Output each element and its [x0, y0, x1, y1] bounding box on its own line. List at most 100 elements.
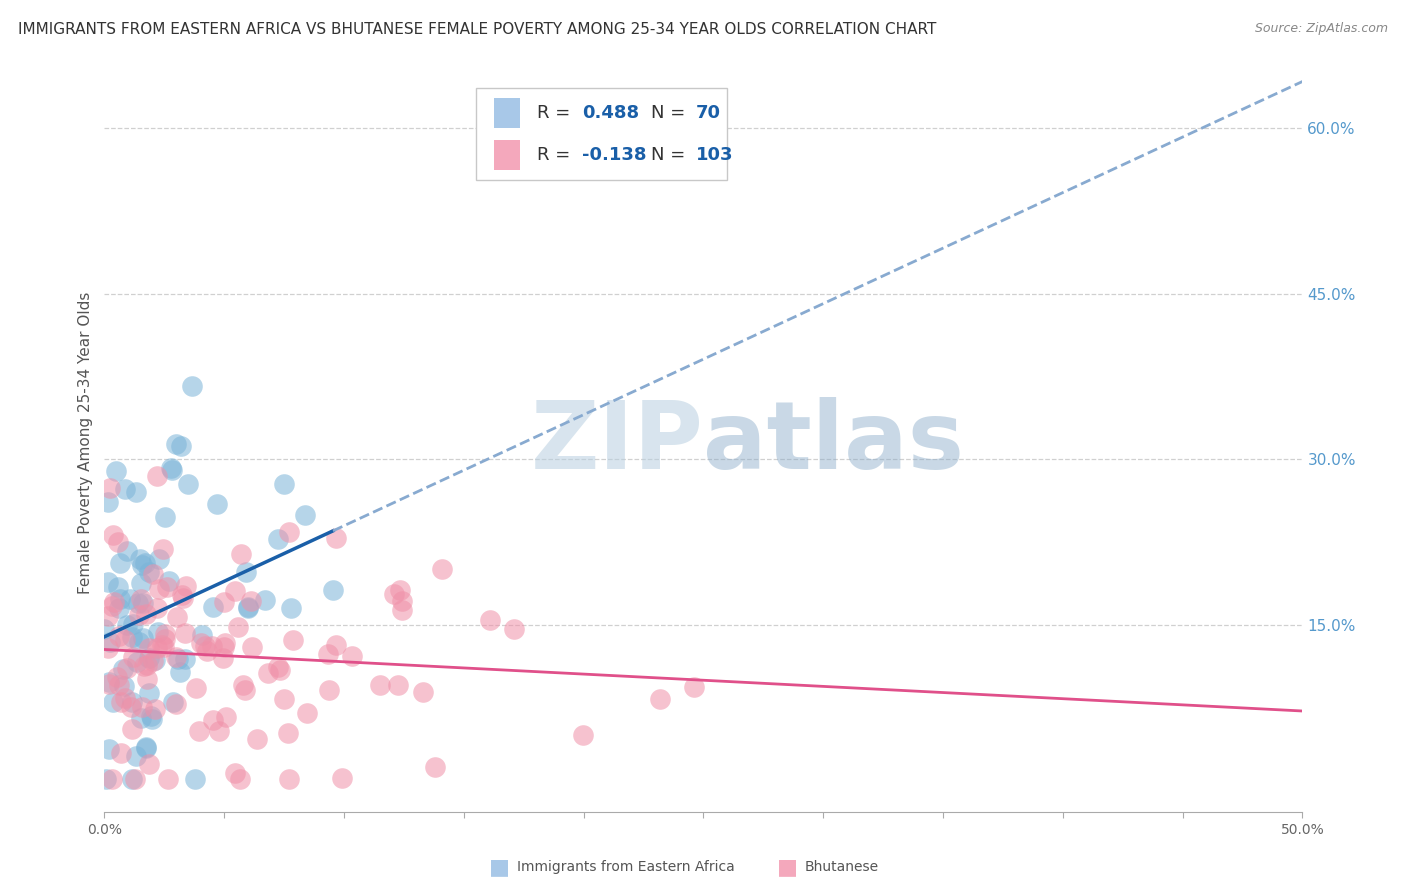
Point	[138, 640, 160, 655]
Point	[125, 485, 148, 500]
Point	[281, 633, 304, 648]
Point	[278, 524, 301, 539]
Point	[138, 566, 160, 580]
Point	[224, 766, 246, 780]
Point	[139, 709, 162, 723]
Point	[107, 601, 129, 615]
Point	[267, 532, 290, 546]
Point	[97, 575, 120, 590]
Point	[121, 696, 143, 710]
Point	[115, 617, 138, 632]
Point	[166, 650, 188, 665]
Point	[132, 632, 155, 646]
Text: ZIP: ZIP	[530, 397, 703, 489]
Point	[143, 653, 166, 667]
Point	[318, 682, 340, 697]
Point	[240, 593, 263, 607]
Point	[191, 627, 214, 641]
Point	[98, 674, 121, 689]
Point	[129, 552, 152, 566]
Point	[503, 622, 526, 636]
Point	[107, 580, 129, 594]
Point	[340, 648, 363, 663]
Point	[297, 706, 319, 720]
Point	[120, 700, 142, 714]
Point	[391, 603, 413, 617]
Point	[138, 757, 160, 772]
Point	[387, 678, 409, 692]
Point	[121, 649, 143, 664]
Point	[115, 544, 138, 558]
Point	[131, 699, 153, 714]
Point	[124, 772, 146, 787]
Point	[231, 547, 253, 561]
Point	[156, 772, 179, 787]
Point	[166, 610, 188, 624]
Point	[138, 651, 160, 665]
Point	[330, 771, 353, 785]
Point	[571, 729, 593, 743]
Text: N =: N =	[651, 103, 690, 121]
Point	[159, 460, 181, 475]
Point	[208, 724, 231, 739]
Point	[127, 596, 149, 610]
Point	[98, 677, 121, 691]
Point	[128, 608, 150, 623]
Point	[100, 772, 122, 787]
Point	[97, 640, 120, 655]
Text: 103: 103	[696, 146, 734, 164]
Point	[174, 579, 197, 593]
Point	[181, 379, 204, 393]
Point	[108, 592, 131, 607]
Point	[129, 592, 152, 607]
Point	[174, 625, 197, 640]
Point	[135, 741, 157, 756]
Point	[108, 678, 131, 692]
Point	[101, 695, 124, 709]
Point	[214, 635, 236, 649]
Point	[108, 629, 131, 643]
Point	[202, 600, 225, 615]
Point	[112, 662, 135, 676]
Point	[316, 648, 339, 662]
Point	[184, 772, 207, 787]
Point	[148, 582, 170, 596]
Point	[389, 582, 412, 597]
Point	[194, 639, 217, 653]
Point	[197, 644, 219, 658]
Point	[97, 495, 120, 509]
Point	[98, 635, 121, 649]
Point	[169, 665, 191, 679]
Point	[101, 528, 124, 542]
Point	[155, 626, 177, 640]
Point	[114, 691, 136, 706]
Point	[114, 482, 136, 496]
Point	[156, 580, 179, 594]
Point	[138, 686, 160, 700]
Point	[136, 672, 159, 686]
Point	[391, 593, 413, 607]
Point	[146, 625, 169, 640]
Point	[278, 772, 301, 787]
Point	[162, 695, 184, 709]
Point	[120, 591, 142, 606]
Text: Source: ZipAtlas.com: Source: ZipAtlas.com	[1254, 22, 1388, 36]
Point	[97, 609, 120, 624]
Point	[121, 772, 143, 786]
Point	[152, 640, 174, 655]
Point	[232, 678, 254, 692]
Point	[117, 661, 139, 675]
Point	[165, 697, 187, 711]
Point	[98, 481, 121, 495]
Point	[107, 535, 129, 549]
Point	[273, 691, 295, 706]
Bar	[494, 98, 520, 128]
Point	[105, 669, 128, 683]
Point	[165, 436, 187, 450]
Point	[277, 726, 299, 740]
Text: 70: 70	[696, 103, 721, 121]
Point	[226, 619, 249, 633]
Point	[110, 746, 132, 760]
Point	[101, 599, 124, 614]
Text: -0.138: -0.138	[582, 146, 647, 164]
